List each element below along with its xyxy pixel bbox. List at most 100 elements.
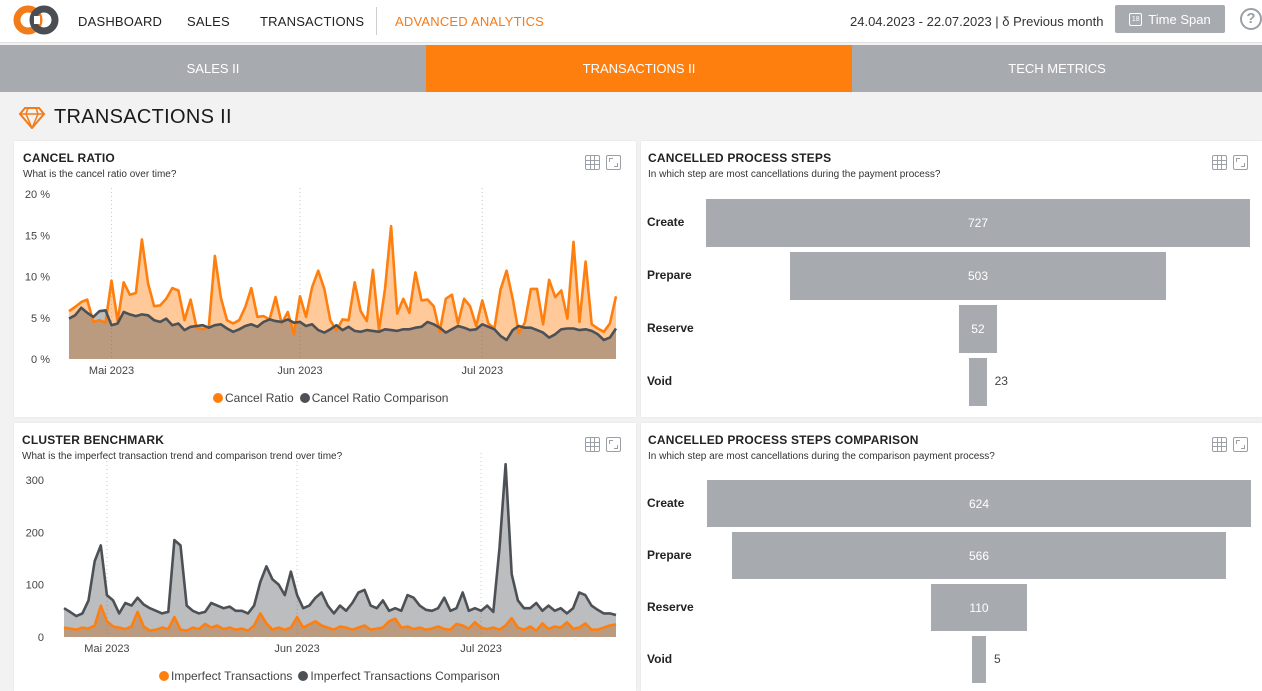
legend-dot-icon <box>298 671 309 681</box>
tab-transactions-ii[interactable]: TRANSACTIONS II <box>426 45 852 92</box>
table-view-icon[interactable] <box>585 155 600 170</box>
panel-title: CANCEL RATIO <box>23 151 115 165</box>
funnel-category-label: Create <box>647 495 685 510</box>
page-title-row: TRANSACTIONS II <box>18 106 232 129</box>
series-line-0[interactable] <box>68 224 618 336</box>
time-span-button[interactable]: 18 Time Span <box>1115 5 1225 33</box>
funnel-value-label: 110 <box>969 600 989 615</box>
legend-item-imperfect-transactions-comparison[interactable]: Imperfect Transactions Comparison <box>298 669 500 683</box>
legend-label: Cancel Ratio <box>225 391 294 405</box>
funnel-value-label: 503 <box>967 269 988 283</box>
table-view-icon[interactable] <box>1212 437 1227 452</box>
x-tick-label: Jul 2023 <box>460 643 502 655</box>
funnel-value-label: 566 <box>968 548 989 563</box>
funnel-bar[interactable]: 503 <box>789 252 1167 300</box>
fullscreen-icon[interactable] <box>606 437 621 452</box>
panel-title: CLUSTER BENCHMARK <box>22 433 165 447</box>
diamond-icon <box>18 106 46 129</box>
legend-item-imperfect-transactions[interactable]: Imperfect Transactions <box>159 669 292 683</box>
y-tick-label: 5 % <box>31 313 50 325</box>
funnel-category-label: Void <box>647 374 673 388</box>
series-area-0 <box>64 605 616 637</box>
tab-sales-ii[interactable]: SALES II <box>0 45 426 92</box>
y-tick-label: 10 % <box>25 272 50 284</box>
y-tick-label: 0 % <box>31 354 50 366</box>
x-tick-label: Jul 2023 <box>461 365 503 377</box>
series-line-1[interactable] <box>68 306 618 342</box>
chart-legend: Imperfect Transactions Imperfect Transac… <box>159 669 500 683</box>
table-view-icon[interactable] <box>1212 155 1227 170</box>
fullscreen-icon[interactable] <box>1233 155 1248 170</box>
legend-item-cancel-ratio-comparison[interactable]: Cancel Ratio Comparison <box>299 391 449 405</box>
nav-divider <box>376 7 377 35</box>
funnel-category-label: Reserve <box>647 321 694 335</box>
cancelled-steps-comparison-panel: CANCELLED PROCESS STEPS COMPARISON In wh… <box>641 423 1262 691</box>
panel-title: CANCELLED PROCESS STEPS COMPARISON <box>648 433 919 447</box>
funnel-category-label: Reserve <box>647 599 694 614</box>
help-icon[interactable]: ? <box>1240 8 1262 30</box>
x-tick-label: Jun 2023 <box>274 643 319 655</box>
x-tick-label: Jun 2023 <box>277 365 322 377</box>
funnel-bar[interactable]: 110 <box>931 584 1027 631</box>
cancel-ratio-chart: 0 % 5 % 10 % 15 % 20 % Mai 2023 Jun 2023 Jul 20… <box>25 188 618 377</box>
y-tick-label: 20 % <box>25 189 50 201</box>
panel-subtitle: In which step are most cancellations dur… <box>648 451 995 462</box>
brand-logo[interactable] <box>12 4 60 36</box>
cluster-benchmark-panel: CLUSTER BENCHMARK What is the imperfect … <box>14 423 636 691</box>
y-tick-label: 0 <box>38 632 44 644</box>
legend-dot-icon <box>159 671 169 681</box>
cancel-ratio-panel: CANCEL RATIO What is the cancel ratio ov… <box>14 141 636 417</box>
fullscreen-icon[interactable] <box>1233 437 1248 452</box>
funnel-value-label: 624 <box>968 496 990 511</box>
funnel-value-label: 5 <box>994 651 1001 666</box>
legend-item-cancel-ratio[interactable]: Cancel Ratio <box>213 391 294 405</box>
legend-dot-icon <box>213 393 223 403</box>
y-tick-label: 100 <box>26 580 44 592</box>
nav-dashboard[interactable]: DASHBOARD <box>78 14 163 29</box>
legend-label: Imperfect Transactions <box>171 669 293 683</box>
funnel-bar[interactable]: 52 <box>958 305 998 353</box>
page-title: TRANSACTIONS II <box>54 106 232 128</box>
x-tick-label: Mai 2023 <box>84 643 129 655</box>
nav-transactions[interactable]: TRANSACTIONS <box>260 14 365 29</box>
series-area-1 <box>64 464 616 637</box>
funnel-category-label: Create <box>647 215 685 229</box>
series-line-0[interactable] <box>63 604 617 632</box>
y-tick-label: 15 % <box>25 230 50 242</box>
date-range-text: 24.04.2023 - 22.07.2023 | δ Previous mon… <box>850 14 1104 29</box>
chart-legend: Cancel Ratio Cancel Ratio Comparison <box>213 391 448 405</box>
time-span-label: Time Span <box>1148 11 1211 27</box>
funnel-value-label: 727 <box>967 216 989 230</box>
funnel-bar[interactable]: 624 <box>707 480 1251 527</box>
tab-tech-metrics[interactable]: TECH METRICS <box>852 45 1262 92</box>
cancelled-steps-panel: CANCELLED PROCESS STEPS In which step ar… <box>641 141 1262 417</box>
nav-sales[interactable]: SALES <box>187 14 230 29</box>
legend-label: Imperfect Transactions Comparison <box>310 669 500 683</box>
panel-title: CANCELLED PROCESS STEPS <box>648 151 832 165</box>
funnel-category-label: Prepare <box>647 547 692 562</box>
x-tick-label: Mai 2023 <box>89 365 134 377</box>
funnel-bar[interactable]: 566 <box>732 532 1226 579</box>
y-tick-label: 300 <box>26 475 44 487</box>
fullscreen-icon[interactable] <box>606 155 621 170</box>
funnel-bar[interactable]: 727 <box>706 199 1250 247</box>
panel-subtitle: What is the imperfect transaction trend … <box>22 451 343 462</box>
funnel-category-label: Void <box>647 651 673 666</box>
funnel-value-label: 23 <box>994 374 1008 388</box>
series-line-1[interactable] <box>63 462 617 618</box>
table-view-icon[interactable] <box>585 437 600 452</box>
legend-dot-icon <box>299 393 310 403</box>
legend-label: Cancel Ratio Comparison <box>311 391 449 405</box>
funnel-value-label: 52 <box>971 322 985 336</box>
funnel-bar[interactable] <box>969 358 987 406</box>
series-area-1 <box>69 307 616 359</box>
y-tick-label: 200 <box>26 527 44 539</box>
funnel-category-label: Prepare <box>647 268 692 282</box>
panel-subtitle: In which step are most cancellations dur… <box>648 169 941 180</box>
cluster-benchmark-chart: 0 100 200 300 Mai 2023 Jun 2023 Jul 2023 <box>26 453 617 655</box>
top-bar: DASHBOARD SALES TRANSACTIONS ADVANCED AN… <box>0 0 1262 43</box>
calendar-icon: 18 <box>1129 12 1143 26</box>
panel-subtitle: What is the cancel ratio over time? <box>23 169 177 180</box>
nav-advanced-analytics[interactable]: ADVANCED ANALYTICS <box>395 14 545 29</box>
funnel-bar[interactable] <box>972 636 986 683</box>
